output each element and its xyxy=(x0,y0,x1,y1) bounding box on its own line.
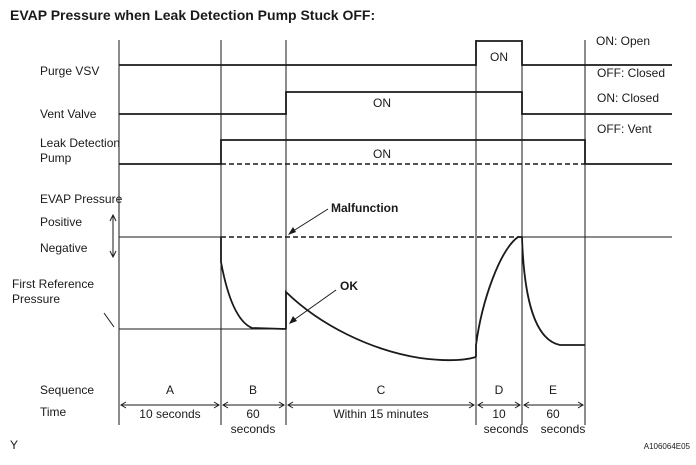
vent-valve-signal xyxy=(119,91,672,115)
evap-pressure-curve-c xyxy=(285,289,477,362)
time-arrows xyxy=(120,401,584,409)
sequence-d: D xyxy=(495,383,504,397)
time-b-1: 60 xyxy=(246,407,260,421)
row-label-ldp-1: Leak Detection xyxy=(40,136,120,150)
evap-pressure-curve-d xyxy=(475,236,522,357)
row-label-time: Time xyxy=(40,405,67,419)
label-off-closed: OFF: Closed xyxy=(597,66,665,80)
ok-arrowhead xyxy=(289,316,297,324)
time-e-2: seconds xyxy=(541,422,586,436)
time-a: 10 seconds xyxy=(139,407,200,421)
first-reference-pointer xyxy=(103,312,115,328)
time-e-1: 60 xyxy=(546,407,560,421)
row-label-ldp-2: Pump xyxy=(40,151,72,165)
malfunction-arrowhead xyxy=(288,227,296,235)
row-label-first-ref-2: Pressure xyxy=(12,292,60,306)
row-label-evap-pressure: EVAP Pressure xyxy=(40,192,123,206)
label-off-vent: OFF: Vent xyxy=(597,122,652,136)
diagram-title: EVAP Pressure when Leak Detection Pump S… xyxy=(10,7,375,23)
label-on-open: ON: Open xyxy=(596,34,650,48)
vent-valve-on-label: ON xyxy=(373,96,391,110)
evap-pressure-curve-b xyxy=(220,237,287,330)
row-label-vent-valve: Vent Valve xyxy=(40,107,97,121)
time-b-2: seconds xyxy=(231,422,276,436)
annotation-ok: OK xyxy=(340,279,358,293)
row-label-negative: Negative xyxy=(40,241,88,255)
label-on-closed: ON: Closed xyxy=(597,91,659,105)
time-d-2: seconds xyxy=(484,422,529,436)
row-label-first-ref-1: First Reference xyxy=(12,277,94,291)
sequence-e: E xyxy=(549,383,557,397)
ldp-on-label: ON xyxy=(373,147,391,161)
purge-vsv-signal xyxy=(119,40,672,66)
phase-boundaries xyxy=(118,40,586,425)
annotation-malfunction: Malfunction xyxy=(331,201,398,215)
row-label-purge-vsv: Purge VSV xyxy=(40,64,99,78)
row-label-positive: Positive xyxy=(40,215,82,229)
purge-vsv-on-label: ON xyxy=(490,50,508,64)
time-d-1: 10 xyxy=(492,407,506,421)
row-label-sequence: Sequence xyxy=(40,383,94,397)
time-c: Within 15 minutes xyxy=(333,407,428,421)
pressure-direction-arrow xyxy=(109,213,117,259)
ok-arrow xyxy=(290,289,337,323)
footer-left-mark: Y xyxy=(10,438,18,452)
malfunction-arrow xyxy=(289,208,329,234)
sequence-b: B xyxy=(249,383,257,397)
evap-pressure-curve-e xyxy=(521,236,585,346)
footer-figure-id: A106064E05 xyxy=(644,442,691,451)
ldp-commanded-signal xyxy=(119,139,672,165)
sequence-a: A xyxy=(166,383,174,397)
sequence-c: C xyxy=(377,383,386,397)
